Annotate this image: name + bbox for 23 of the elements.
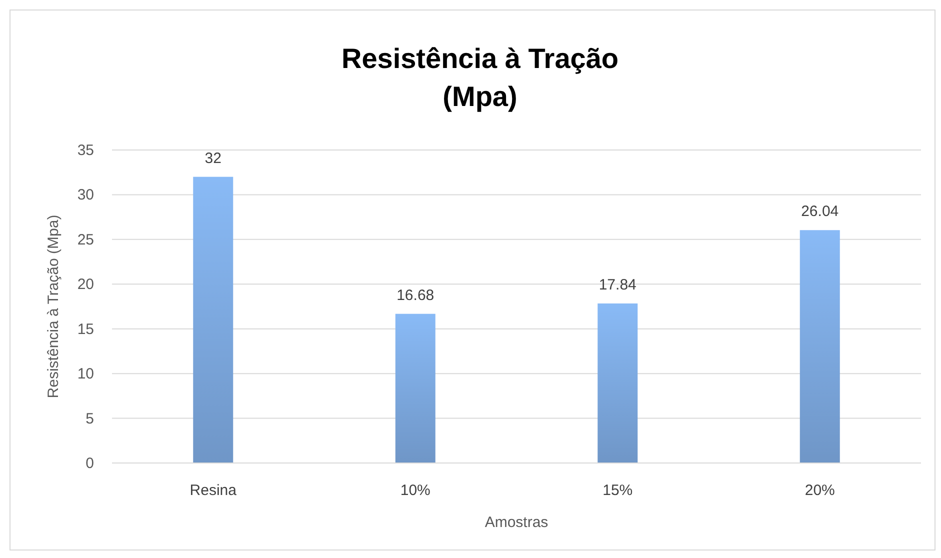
x-tick-label: 15% xyxy=(602,482,633,499)
data-label: 16.68 xyxy=(396,286,434,304)
y-tick-label: 35 xyxy=(77,142,94,159)
x-tick-label: 10% xyxy=(400,482,430,499)
data-label: 17.84 xyxy=(598,276,636,294)
y-tick-label: 15 xyxy=(77,320,94,338)
x-axis-title: Amostras xyxy=(484,514,548,531)
y-tick-label: 25 xyxy=(77,231,94,248)
bar xyxy=(193,176,234,463)
chart-title: Resistência à Tração (Mpa) xyxy=(341,43,619,112)
y-tick-label: 0 xyxy=(86,455,94,472)
y-axis-title: Resistência à Tração (Mpa) xyxy=(45,214,62,398)
data-label: 26.04 xyxy=(801,203,839,220)
bar xyxy=(598,303,638,463)
y-tick-label: 30 xyxy=(77,186,94,204)
x-tick-label: 20% xyxy=(804,482,835,499)
bar xyxy=(395,314,436,463)
bar xyxy=(800,230,840,463)
y-tick-label: 10 xyxy=(77,366,94,383)
x-tick-label: Resina xyxy=(190,482,238,499)
y-tick-label: 5 xyxy=(86,410,94,428)
y-tick-label: 20 xyxy=(77,276,94,294)
data-label: 32 xyxy=(204,150,222,167)
